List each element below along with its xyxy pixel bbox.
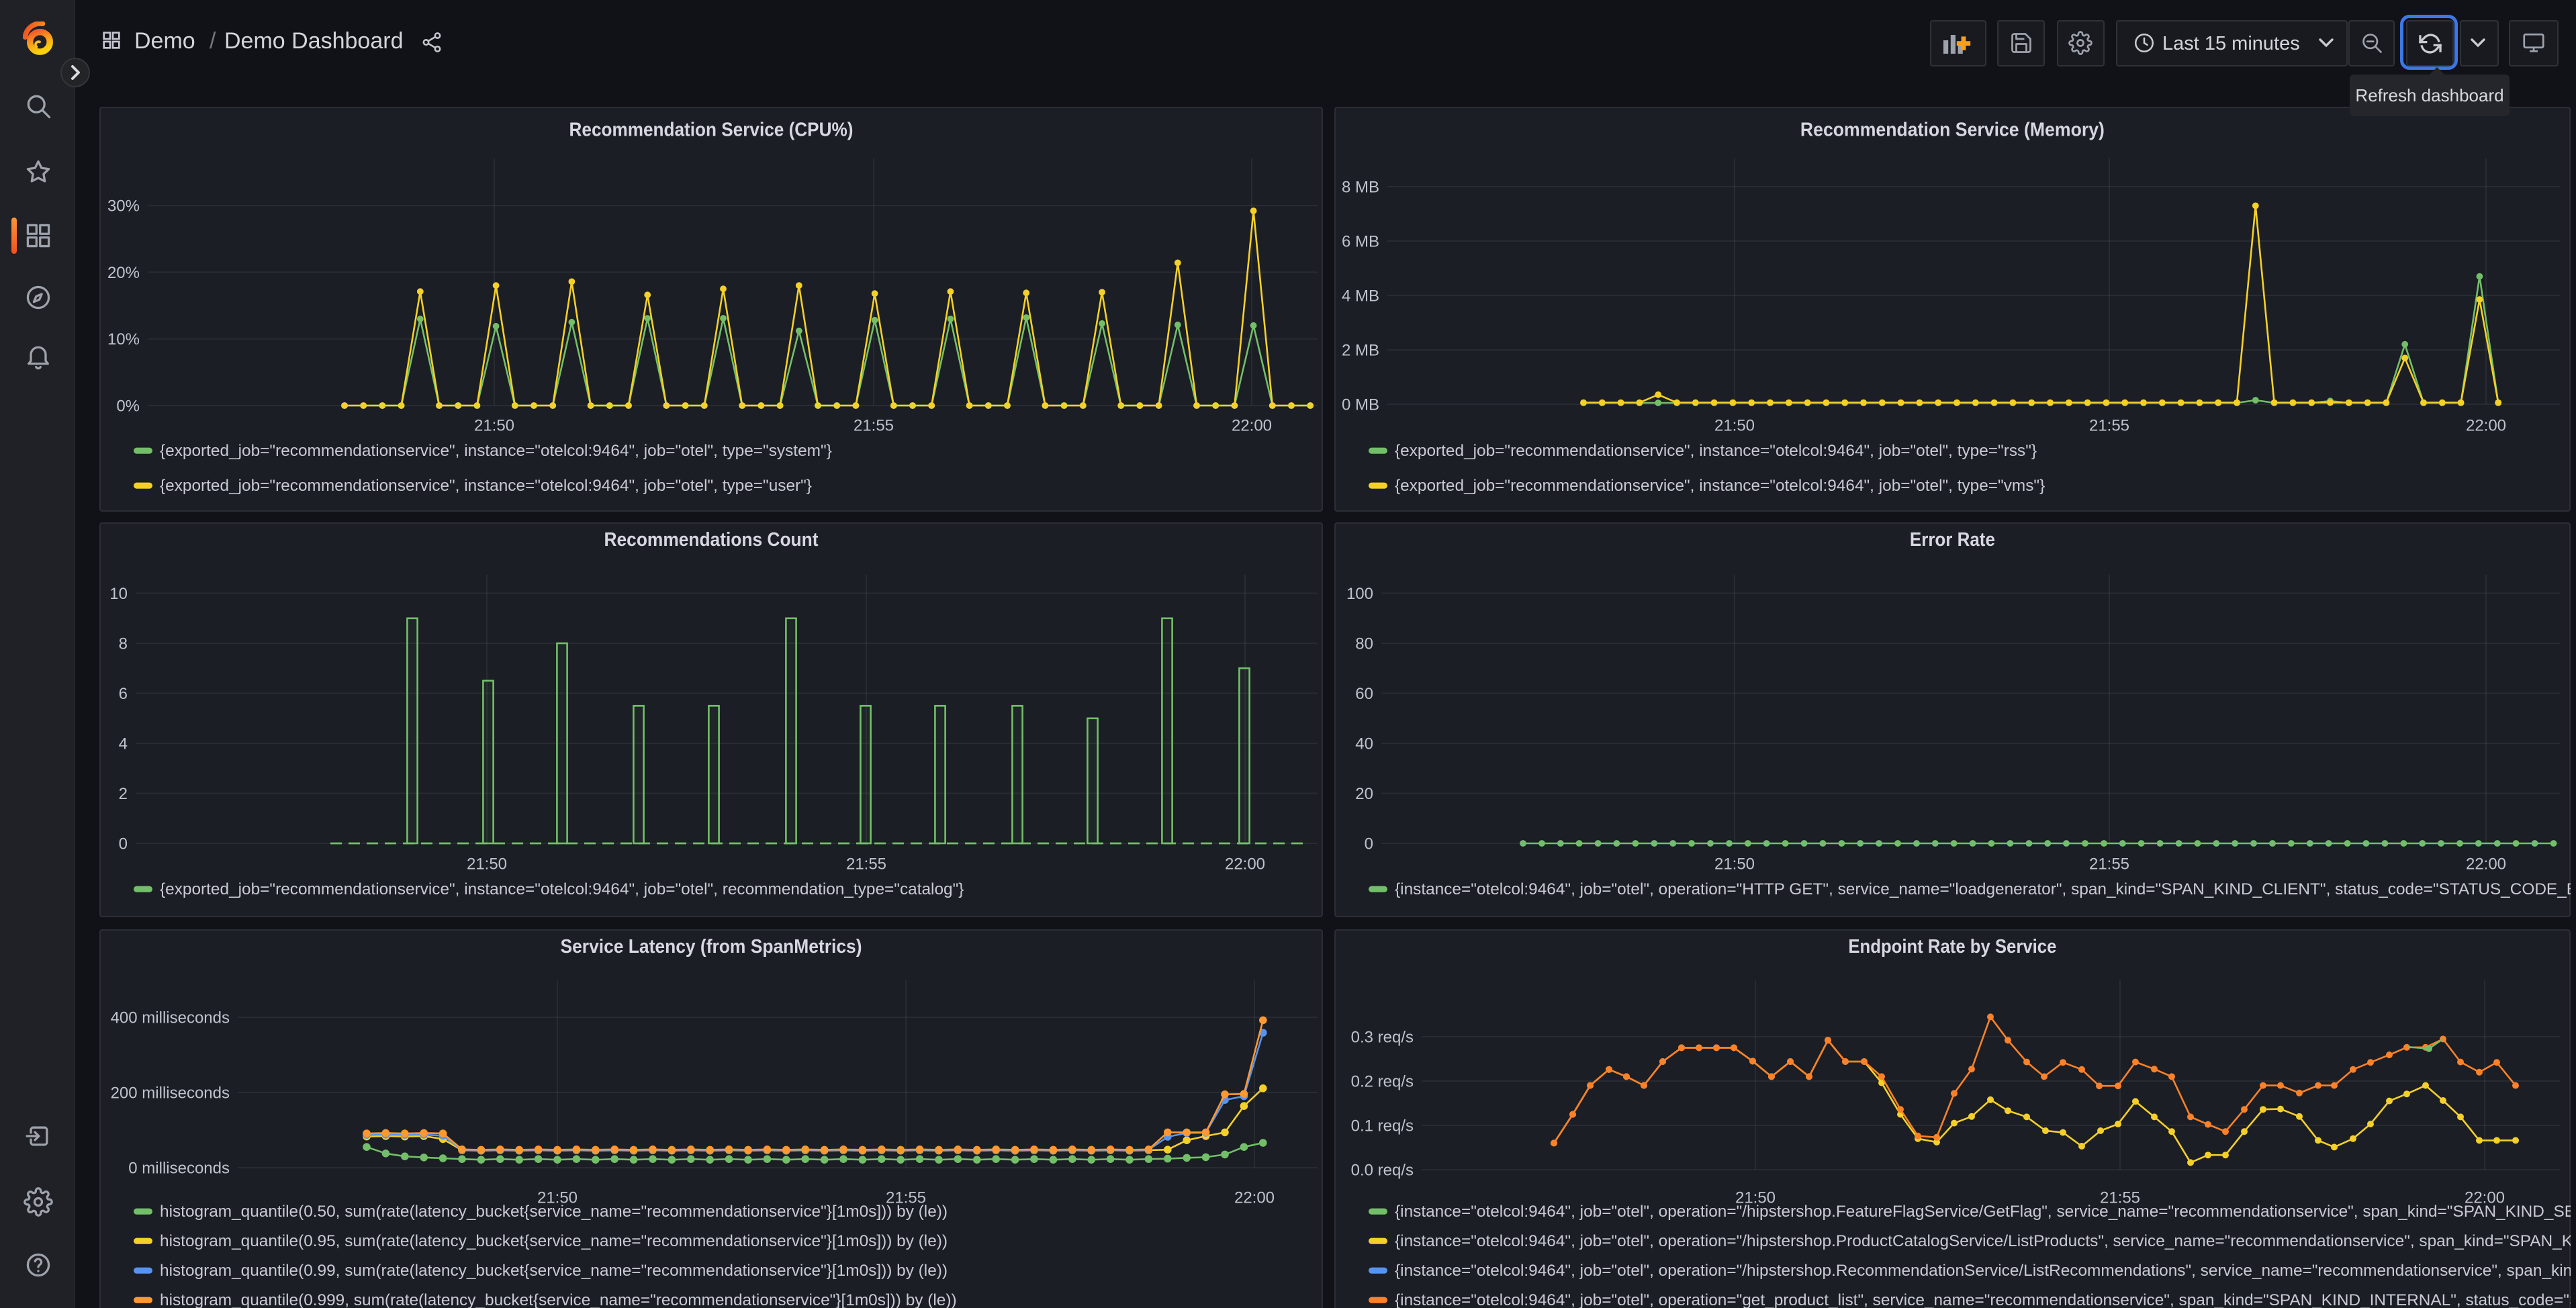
svg-text:Recommendation Service (CPU%): Recommendation Service (CPU%): [569, 119, 854, 140]
svg-text:{instance="otelcol:9464", job=: {instance="otelcol:9464", job="otel", op…: [1395, 1262, 2571, 1280]
svg-text:{exported_job="recommendations: {exported_job="recommendationservice", i…: [1395, 477, 2045, 495]
svg-text:0.0 req/s: 0.0 req/s: [1351, 1161, 1414, 1179]
svg-text:200 milliseconds: 200 milliseconds: [111, 1084, 230, 1102]
svg-text:Service Latency (from SpanMetr: Service Latency (from SpanMetrics): [561, 936, 862, 957]
svg-text:20%: 20%: [107, 264, 140, 282]
svg-text:22:00: 22:00: [1234, 1188, 1275, 1207]
svg-text:0: 0: [1365, 835, 1373, 853]
svg-text:22:00: 22:00: [2465, 1188, 2505, 1207]
svg-text:histogram_quantile(0.50, sum(r: histogram_quantile(0.50, sum(rate(latenc…: [160, 1203, 948, 1221]
svg-text:22:00: 22:00: [1232, 416, 1272, 434]
svg-text:{exported_job="recommendations: {exported_job="recommendationservice", i…: [1395, 442, 2037, 460]
svg-text:0%: 0%: [116, 397, 140, 415]
svg-text:21:55: 21:55: [2089, 416, 2129, 434]
svg-text:80: 80: [1355, 635, 1373, 653]
svg-text:{exported_job="recommendations: {exported_job="recommendationservice", i…: [160, 442, 832, 460]
svg-text:10: 10: [109, 585, 128, 603]
svg-text:2: 2: [119, 785, 128, 803]
svg-text:6: 6: [119, 685, 128, 703]
svg-text:21:50: 21:50: [1714, 416, 1755, 434]
svg-text:0.2 req/s: 0.2 req/s: [1351, 1072, 1414, 1090]
svg-text:21:55: 21:55: [854, 416, 894, 434]
svg-text:Error Rate: Error Rate: [1910, 529, 1995, 551]
svg-text:4: 4: [119, 735, 128, 753]
svg-text:histogram_quantile(0.999, sum(: histogram_quantile(0.999, sum(rate(laten…: [160, 1291, 957, 1308]
svg-text:2 MB: 2 MB: [1342, 341, 1379, 359]
svg-text:21:50: 21:50: [537, 1188, 578, 1207]
svg-text:6 MB: 6 MB: [1342, 232, 1379, 250]
svg-text:histogram_quantile(0.99, sum(r: histogram_quantile(0.99, sum(rate(latenc…: [160, 1262, 948, 1280]
svg-text:21:50: 21:50: [474, 416, 514, 434]
svg-text:8: 8: [119, 635, 128, 653]
svg-text:Endpoint Rate by Service: Endpoint Rate by Service: [1848, 936, 2056, 957]
svg-text:30%: 30%: [107, 197, 140, 216]
svg-text:histogram_quantile(0.95, sum(r: histogram_quantile(0.95, sum(rate(latenc…: [160, 1232, 948, 1250]
svg-text:8 MB: 8 MB: [1342, 178, 1379, 196]
svg-text:4 MB: 4 MB: [1342, 287, 1379, 305]
svg-text:{instance="otelcol:9464", job=: {instance="otelcol:9464", job="otel", op…: [1395, 1291, 2571, 1308]
svg-text:0 MB: 0 MB: [1342, 395, 1379, 414]
svg-text:0.3 req/s: 0.3 req/s: [1351, 1028, 1414, 1046]
svg-text:21:55: 21:55: [846, 855, 886, 873]
svg-text:0.1 req/s: 0.1 req/s: [1351, 1117, 1414, 1135]
svg-text:0: 0: [119, 835, 128, 853]
svg-text:{instance="otelcol:9464", job=: {instance="otelcol:9464", job="otel", op…: [1395, 1232, 2571, 1250]
svg-text:21:55: 21:55: [886, 1188, 926, 1207]
svg-text:22:00: 22:00: [2466, 855, 2506, 873]
svg-text:0 milliseconds: 0 milliseconds: [128, 1159, 230, 1177]
svg-text:40: 40: [1355, 735, 1373, 753]
svg-text:400 milliseconds: 400 milliseconds: [111, 1009, 230, 1027]
svg-text:10%: 10%: [107, 330, 140, 348]
svg-text:Recommendation Service (Memory: Recommendation Service (Memory): [1800, 119, 2105, 140]
svg-text:21:55: 21:55: [2089, 855, 2129, 873]
svg-text:{instance="otelcol:9464", job=: {instance="otelcol:9464", job="otel", op…: [1395, 880, 2571, 898]
svg-text:60: 60: [1355, 685, 1373, 703]
svg-text:21:50: 21:50: [467, 855, 507, 873]
svg-text:21:50: 21:50: [1735, 1188, 1776, 1207]
svg-text:{exported_job="recommendations: {exported_job="recommendationservice", i…: [160, 880, 964, 898]
svg-text:21:55: 21:55: [2100, 1188, 2140, 1207]
svg-text:{instance="otelcol:9464", job=: {instance="otelcol:9464", job="otel", op…: [1395, 1203, 2571, 1221]
svg-text:Recommendations Count: Recommendations Count: [604, 529, 819, 551]
svg-text:{exported_job="recommendations: {exported_job="recommendationservice", i…: [160, 477, 812, 495]
svg-text:100: 100: [1346, 585, 1373, 603]
svg-text:22:00: 22:00: [2466, 416, 2506, 434]
svg-text:21:50: 21:50: [1714, 855, 1755, 873]
svg-text:20: 20: [1355, 785, 1373, 803]
svg-text:22:00: 22:00: [1225, 855, 1265, 873]
